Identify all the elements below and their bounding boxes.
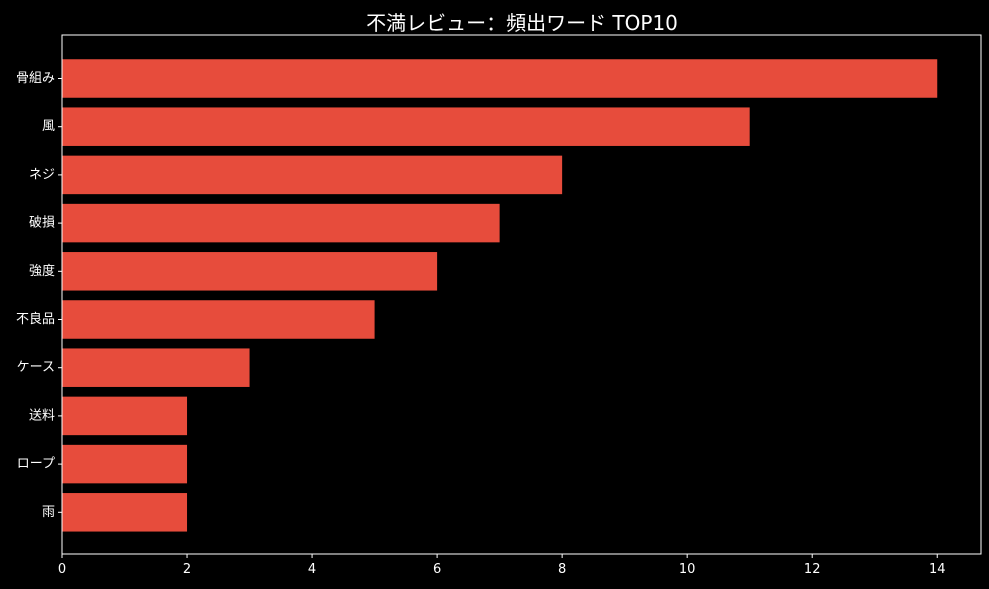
bar-6 (62, 348, 250, 387)
y-tick-label: 雨 (42, 505, 55, 520)
bar-0 (62, 59, 938, 98)
bar-2 (62, 155, 563, 195)
y-tick-label: 不良品 (16, 311, 55, 327)
x-tick-label: 6 (433, 562, 441, 577)
x-tick-label: 2 (183, 562, 191, 577)
x-axis-ticks: 0 2 4 6 8 10 12 14 (58, 554, 946, 577)
bar-9 (62, 493, 188, 532)
x-tick-label: 12 (804, 562, 821, 577)
plot-frame (61, 34, 982, 555)
bars-group (62, 59, 938, 532)
bar-3 (62, 203, 500, 243)
chart-title: 不満レビュー：頻出ワード TOP10 (366, 11, 678, 35)
bar-1 (62, 107, 750, 146)
x-tick-label: 14 (929, 562, 946, 577)
bar-7 (62, 396, 188, 436)
bar-4 (62, 252, 438, 291)
x-tick-label: 4 (308, 562, 316, 577)
y-tick-label: ロープ (17, 457, 55, 472)
x-tick-label: 10 (679, 562, 696, 577)
bar-8 (62, 444, 188, 484)
bar-5 (62, 300, 375, 339)
y-tick-label: ネジ (29, 167, 55, 182)
y-tick-label: 風 (42, 119, 55, 134)
y-tick-label: ケース (17, 360, 55, 375)
y-tick-label: 破損 (29, 216, 55, 231)
x-tick-label: 8 (558, 562, 566, 577)
y-tick-label: 骨組み (16, 71, 55, 86)
x-tick-label: 0 (58, 562, 66, 577)
y-tick-label: 送料 (29, 408, 55, 423)
y-tick-label: 強度 (29, 263, 55, 279)
